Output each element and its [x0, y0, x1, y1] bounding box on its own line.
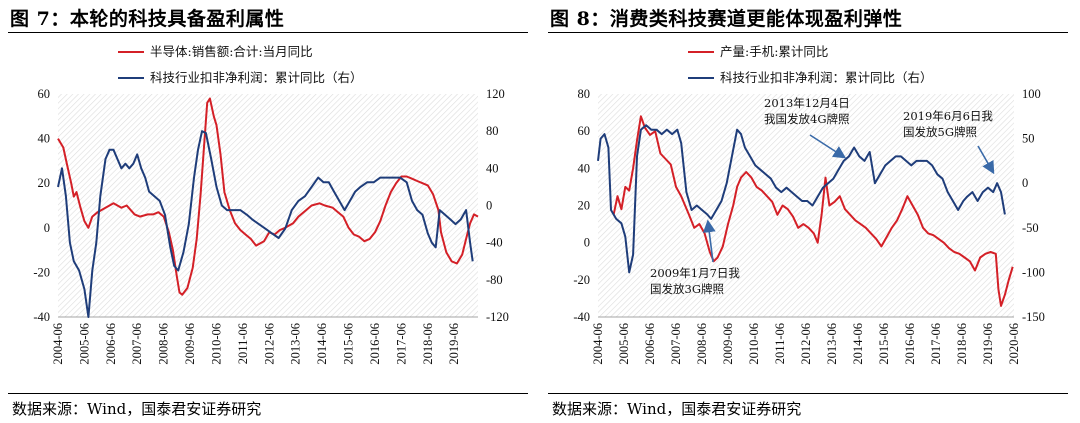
y-tick-label-left: 60 — [578, 124, 591, 138]
x-tick-label: 2006-06 — [104, 323, 118, 365]
x-tick-label: 2004-06 — [591, 323, 605, 365]
x-tick-label: 2017-06 — [394, 323, 408, 365]
y-tick-label-right: -100 — [1022, 265, 1045, 279]
chart-title-bar: 图 7：本轮的科技具备盈利属性 — [8, 0, 528, 33]
y-tick-label-left: 0 — [584, 236, 590, 250]
x-tick-label: 2007-06 — [130, 323, 144, 365]
y-tick-label-left: -40 — [33, 310, 50, 324]
x-tick-label: 2014-06 — [851, 323, 865, 365]
annotation-arrow — [977, 145, 995, 175]
y-tick-label-right: 0 — [1022, 176, 1028, 190]
x-tick-label: 2004-06 — [51, 323, 65, 365]
y-tick-label-left: -20 — [33, 265, 50, 279]
y-tick-label-left: 60 — [38, 87, 51, 101]
x-tick-label: 2005-06 — [617, 323, 631, 365]
chart-title: 图 7：本轮的科技具备盈利属性 — [10, 8, 285, 30]
y-tick-label-left: 40 — [38, 132, 51, 146]
x-tick-label: 2018-06 — [955, 323, 969, 365]
y-tick-label-left: 80 — [578, 87, 591, 101]
y-tick-label-right: 0 — [486, 199, 492, 213]
chart-source: 数据来源：Wind，国泰君安证券研究 — [12, 400, 262, 418]
y-tick-label-right: -120 — [486, 310, 509, 324]
chart-source: 数据来源：Wind，国泰君安证券研究 — [552, 400, 802, 418]
x-tick-label: 2018-06 — [421, 323, 435, 365]
y-tick-label-left: 40 — [578, 161, 591, 175]
x-tick-label: 2005-06 — [77, 323, 91, 365]
x-tick-label: 2014-06 — [315, 323, 329, 365]
x-tick-label: 2011-06 — [773, 323, 787, 364]
x-tick-label: 2011-06 — [236, 323, 250, 364]
y-tick-label-left: -20 — [573, 273, 590, 287]
y-tick-label-left: 20 — [578, 199, 591, 213]
x-tick-label: 2009-06 — [721, 323, 735, 365]
x-tick-label: 2019-06 — [447, 323, 461, 365]
y-tick-label-left: -40 — [573, 310, 590, 324]
chart-panel-left: 图 7：本轮的科技具备盈利属性 60 40 20 0 -20 -40 120 80 40 0 -40… — [8, 0, 528, 423]
legend-label: 产量:手机:累计同比 — [720, 44, 828, 59]
x-tick-label: 2019-06 — [981, 323, 995, 365]
y-tick-label-left: 20 — [38, 176, 51, 190]
source-divider — [548, 393, 1068, 394]
y-tick-label-right: -40 — [486, 236, 503, 250]
series-line — [612, 115, 1014, 307]
x-tick-label: 2010-06 — [747, 323, 761, 365]
chart-title-bar: 图 8：消费类科技赛道更能体现盈利弹性 — [548, 0, 1068, 33]
x-tick-label: 2020-06 — [1007, 323, 1021, 365]
chart-left: 60 40 20 0 -20 -40 120 80 40 0 -40 -80 -120 2004-06 20… — [33, 44, 509, 365]
chart-right: 80 60 40 20 0 -20 -40 100 50 0 -50 -100 -150 2004-06 2… — [573, 44, 1045, 365]
source-divider — [8, 393, 528, 394]
chart-panel-right: 图 8：消费类科技赛道更能体现盈利弹性 80 60 40 20 0 -20 -40 100 50… — [548, 0, 1068, 423]
annotation-text: 我国发放4G牌照 — [764, 112, 850, 126]
x-tick-label: 2008-06 — [695, 323, 709, 365]
x-tick-label: 2012-06 — [799, 323, 813, 365]
y-tick-label-right: 50 — [1022, 132, 1035, 146]
annotation-arrow — [809, 134, 847, 159]
y-tick-label-right: -80 — [486, 273, 503, 287]
x-tick-label: 2010-06 — [209, 323, 223, 365]
legend-label: 科技行业扣非净利润：累计同比（右） — [720, 70, 933, 85]
x-tick-label: 2009-06 — [183, 323, 197, 365]
y-tick-label-right: -50 — [1022, 221, 1039, 235]
y-tick-label-right: -150 — [1022, 310, 1045, 324]
annotation-text: 2013年12月4日 — [764, 96, 850, 110]
y-tick-label-left: 0 — [44, 221, 50, 235]
series-line — [597, 124, 1006, 274]
legend-label: 半导体:销售额:合计:当月同比 — [150, 44, 313, 59]
x-tick-label: 2017-06 — [929, 323, 943, 365]
x-tick-label: 2013-06 — [825, 323, 839, 365]
series-line — [57, 97, 479, 296]
x-tick-label: 2012-06 — [262, 323, 276, 365]
x-tick-label: 2016-06 — [368, 323, 382, 365]
x-tick-label: 2013-06 — [289, 323, 303, 365]
annotation-arrow — [702, 219, 716, 263]
annotation-text: 国发放3G牌照 — [650, 282, 724, 296]
annotation-text: 2009年1月7日我 — [650, 266, 740, 280]
y-tick-label-right: 40 — [486, 161, 499, 175]
series-line — [57, 130, 474, 318]
x-tick-label: 2016-06 — [903, 323, 917, 365]
legend-label: 科技行业扣非净利润：累计同比（右） — [150, 70, 363, 85]
x-tick-label: 2006-06 — [643, 323, 657, 365]
x-tick-label: 2007-06 — [669, 323, 683, 365]
y-tick-label-right: 120 — [486, 87, 505, 101]
y-tick-label-right: 80 — [486, 124, 499, 138]
x-tick-label: 2008-06 — [157, 323, 171, 365]
x-tick-label: 2015-06 — [877, 323, 891, 365]
annotation-text: 2019年6月6日我 — [903, 109, 993, 123]
x-tick-label: 2015-06 — [342, 323, 356, 365]
annotation-text: 国发放5G牌照 — [903, 125, 977, 139]
y-tick-label-right: 100 — [1022, 87, 1041, 101]
chart-title: 图 8：消费类科技赛道更能体现盈利弹性 — [550, 8, 903, 30]
